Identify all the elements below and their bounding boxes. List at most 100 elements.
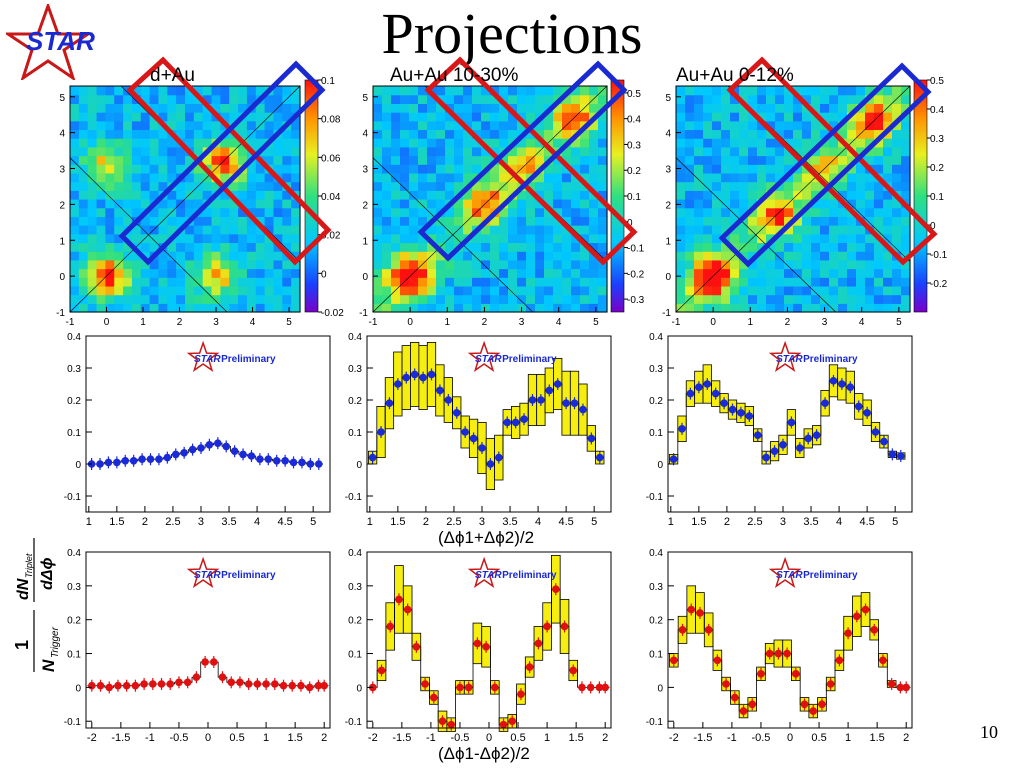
x-tick-label: 3 [479,516,485,528]
heatmap-cell [580,251,590,261]
data-point [896,683,905,692]
heatmap-cell [856,251,866,261]
heatmap-cell [838,190,848,200]
heatmap-cell [158,164,168,174]
colorbar-tick-label: 0.5 [930,76,944,87]
heatmap-cell [78,146,89,157]
y-tick-label: -0.1 [646,492,664,503]
heatmap-cell [874,164,884,174]
heatmap-cell [721,207,731,217]
heatmap-cell [517,199,527,209]
heatmap-cell [865,268,875,278]
heatmap-cell [685,129,695,139]
heatmap-cell [481,112,491,122]
heatmap-cell [211,233,221,244]
heatmap-cell [229,303,239,313]
heatmap-cell [589,294,599,304]
heatmap-cell [463,112,473,122]
heatmap-cell [436,277,446,287]
heatmap-cell [105,94,115,104]
heatmap-cell [847,251,857,261]
systematic-band [669,585,897,719]
heatmap-cell [185,172,195,183]
heatmap-cell [211,259,221,270]
panel-axes: 1 1.5 2 2.5 3 3.5 4 4.5 5-0.100.10.20.30.4 [345,332,597,528]
heatmap-cell [105,155,115,165]
data-point [377,666,386,675]
heatmap-cell [238,242,248,252]
heatmap-cell [526,242,536,252]
heatmap-cell [87,164,98,174]
heatmap-cell [901,172,911,183]
heatmap-cell [255,164,266,174]
heatmap-cell [589,277,599,287]
heatmap-cell [211,103,221,113]
heatmap-cell [140,225,151,235]
heatmap-cell [793,225,803,235]
heatmap-cell [463,103,473,113]
heatmap-cell [712,146,722,157]
heatmap-cell [757,251,767,261]
heatmap-cell [508,233,518,244]
heatmap-cell [739,294,749,304]
data-point [804,434,813,443]
heatmap-cell [793,138,803,148]
heatmap-cell [553,251,563,261]
heatmap-cell [883,172,893,183]
heatmap-cell [757,146,767,157]
heatmap-cell [820,94,830,104]
heatmap-cell [123,164,133,174]
heatmap-cell [865,216,875,226]
heatmap-cell [712,155,722,165]
data-point [902,683,910,692]
heatmap-cell [382,285,392,296]
heatmap-cell [255,233,266,244]
preliminary-label: Preliminary [221,570,276,581]
heatmap-cell [712,181,722,191]
heatmap-cell [703,146,713,157]
heatmap-cell [472,120,482,131]
heatmap-cell [282,207,292,217]
heatmap-cell [427,242,437,252]
heatmap-cell [820,225,830,235]
heatmap-cell [598,120,608,131]
heatmap-cell [220,268,230,278]
heatmap-cell [517,285,527,296]
x-tick-label: 2 [785,317,791,328]
x-tick-label: -0.5 [169,732,188,744]
heatmap-cell [382,103,392,113]
heatmap-cell [526,190,536,200]
data-point [469,434,478,443]
data-point [534,639,543,648]
heatmap-cell [238,216,248,226]
heatmap-cell [829,207,839,217]
heatmap-cell [96,172,106,183]
heatmap-cell [676,138,686,148]
heatmap-cell [847,225,857,235]
heatmap-cell [544,94,554,104]
y-tick-label: 0 [59,272,65,283]
heatmap-cell [202,233,213,244]
heatmap-cell [535,259,545,270]
heatmap-cell [114,277,124,287]
heatmap-cell [463,225,473,235]
heatmap-cell [748,303,758,313]
heatmap-cell [526,94,536,104]
heatmap-cell [229,268,239,278]
heatmap-cell [856,86,866,96]
heatmap-cell [78,268,89,278]
heatmap-cell [78,225,89,235]
heatmap-cell [202,268,213,278]
heatmap-cell [229,233,239,244]
heatmap-cell [544,225,554,235]
heatmap-cell [829,181,839,191]
heatmap-cell [273,86,283,96]
heatmap-cell [739,164,749,174]
heatmap-cell [105,294,115,304]
heatmap-cell [149,181,160,191]
heatmap-cell [264,242,275,252]
heatmap-cell [856,199,866,209]
heatmap-cell [838,172,848,183]
x-tick-label: -1.5 [392,732,411,744]
heatmap-cell [517,207,527,217]
